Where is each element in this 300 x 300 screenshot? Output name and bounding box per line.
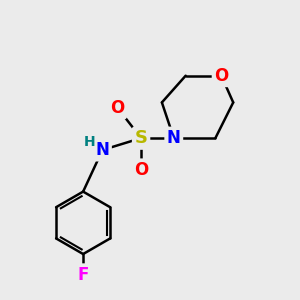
Text: S: S bbox=[135, 129, 148, 147]
Text: O: O bbox=[134, 161, 148, 179]
Text: O: O bbox=[214, 67, 229, 85]
Text: H: H bbox=[84, 135, 96, 149]
Text: O: O bbox=[110, 99, 124, 117]
Text: N: N bbox=[95, 141, 110, 159]
Text: F: F bbox=[77, 266, 89, 284]
Text: N: N bbox=[167, 129, 181, 147]
